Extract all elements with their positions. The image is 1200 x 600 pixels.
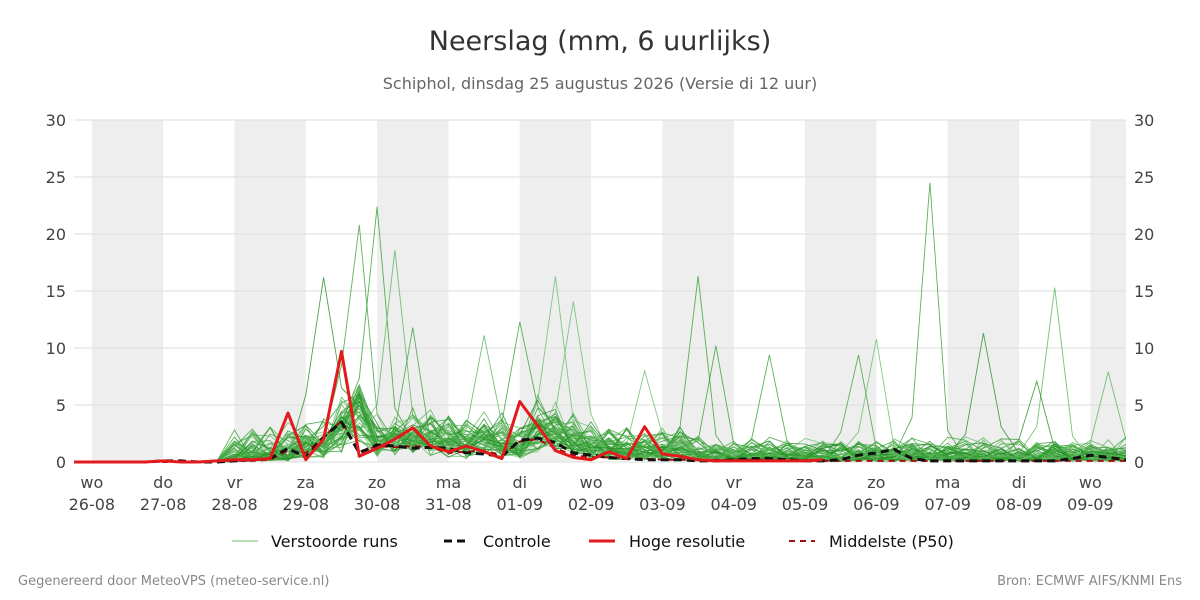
ensemble-member-49 bbox=[91, 383, 1126, 463]
x-tick-date-3: 29-08 bbox=[283, 495, 330, 514]
chart-title: Neerslag (mm, 6 uurlijks) bbox=[429, 26, 771, 57]
y-tick-left-0: 0 bbox=[56, 453, 66, 472]
x-tick-day-6: di bbox=[512, 473, 527, 492]
x-tick-day-4: zo bbox=[368, 473, 386, 492]
x-tick-day-13: di bbox=[1012, 473, 1027, 492]
x-tick-day-2: vr bbox=[226, 473, 242, 492]
legend-ensemble-label: Verstoorde runs bbox=[271, 532, 398, 551]
x-tick-date-9: 04-09 bbox=[710, 495, 757, 514]
x-tick-day-7: wo bbox=[580, 473, 603, 492]
x-tick-date-7: 02-09 bbox=[568, 495, 615, 514]
y-tick-left-20: 20 bbox=[46, 225, 66, 244]
main-series bbox=[74, 349, 1126, 464]
legend-control-label: Controle bbox=[483, 532, 551, 551]
ensemble-member-43 bbox=[91, 399, 1126, 463]
x-tick-date-0: 26-08 bbox=[69, 495, 116, 514]
y-tick-right-20: 20 bbox=[1134, 225, 1154, 244]
x-tick-day-3: za bbox=[297, 473, 315, 492]
y-tick-left-15: 15 bbox=[46, 282, 66, 301]
y-tick-left-25: 25 bbox=[46, 168, 66, 187]
x-tick-day-8: do bbox=[652, 473, 672, 492]
x-tick-day-9: vr bbox=[726, 473, 742, 492]
y-tick-right-25: 25 bbox=[1134, 168, 1154, 187]
x-tick-date-13: 08-09 bbox=[996, 495, 1043, 514]
y-tick-right-0: 0 bbox=[1134, 453, 1144, 472]
chart-legend: Verstoorde runs Controle Hoge resolutie … bbox=[232, 532, 954, 551]
legend-high-res-label: Hoge resolutie bbox=[629, 532, 745, 551]
y-tick-right-15: 15 bbox=[1134, 282, 1154, 301]
x-tick-date-12: 07-09 bbox=[924, 495, 971, 514]
legend-median-label: Middelste (P50) bbox=[829, 532, 954, 551]
x-tick-date-8: 03-09 bbox=[639, 495, 686, 514]
x-tick-day-14: wo bbox=[1079, 473, 1102, 492]
y-axis-tick-labels: 0 0 5 5 10 10 15 15 20 20 25 25 30 30 bbox=[46, 111, 1155, 472]
x-tick-date-14: 09-09 bbox=[1067, 495, 1114, 514]
x-tick-day-11: zo bbox=[867, 473, 885, 492]
footer-generator: Gegenereerd door MeteoVPS (meteo-service… bbox=[18, 574, 329, 589]
x-tick-date-10: 05-09 bbox=[782, 495, 829, 514]
y-tick-right-5: 5 bbox=[1134, 396, 1144, 415]
x-tick-date-11: 06-09 bbox=[853, 495, 900, 514]
y-tick-left-10: 10 bbox=[46, 339, 66, 358]
y-tick-left-30: 30 bbox=[46, 111, 66, 130]
x-axis-tick-labels: wo 26-08 do 27-08 vr 28-08 za 29-08 zo 30-08 ma 31-… bbox=[69, 473, 1114, 514]
y-tick-right-10: 10 bbox=[1134, 339, 1154, 358]
x-tick-date-1: 27-08 bbox=[140, 495, 187, 514]
series-high-res-line bbox=[74, 349, 824, 464]
x-tick-day-0: wo bbox=[80, 473, 103, 492]
footer-source: Bron: ECMWF AIFS/KNMI Ens bbox=[997, 574, 1182, 589]
x-tick-day-12: ma bbox=[935, 473, 960, 492]
x-tick-date-6: 01-09 bbox=[497, 495, 544, 514]
x-tick-date-2: 28-08 bbox=[211, 495, 258, 514]
y-tick-right-30: 30 bbox=[1134, 111, 1154, 130]
y-tick-left-5: 5 bbox=[56, 396, 66, 415]
x-tick-day-5: ma bbox=[436, 473, 461, 492]
x-tick-date-4: 30-08 bbox=[354, 495, 401, 514]
x-tick-date-5: 31-08 bbox=[425, 495, 472, 514]
chart-subtitle: Schiphol, dinsdag 25 augustus 2026 (Vers… bbox=[383, 74, 818, 93]
series-control-line bbox=[74, 420, 1126, 464]
x-tick-day-10: za bbox=[796, 473, 814, 492]
x-tick-day-1: do bbox=[153, 473, 173, 492]
